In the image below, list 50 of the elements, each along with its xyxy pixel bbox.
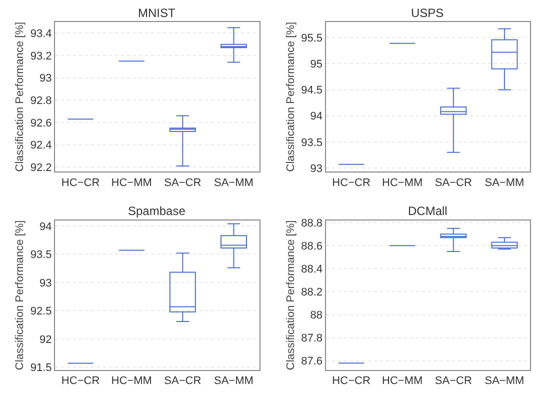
y-tick-label: 95 [310,58,323,71]
chart-title: MNIST [138,6,176,20]
y-axis-title: Classification Performance [%] [284,220,297,370]
y-tick-label: 94 [40,220,52,233]
x-tick-label: HC−CR [332,176,370,189]
y-tick-label: 93 [40,277,52,290]
y-tick-label: 87.8 [301,332,323,345]
y-tick-label: 88.2 [301,286,323,299]
y-tick-label: 93.4 [30,28,52,40]
chart-title: DCMall [408,204,448,218]
x-tick-label: SA−CR [434,375,472,388]
y-tick-label: 92 [40,334,52,346]
y-tick-label: 92.2 [30,162,52,174]
x-tick-label: SA−CR [434,176,472,189]
chart-title: USPS [411,6,444,20]
y-tick-label: 93.5 [301,136,323,149]
y-tick-label: 93.2 [30,50,52,62]
x-tick-label: HC−CR [332,375,370,388]
x-tick-label: SA−CR [164,176,202,189]
y-tick-label: 93 [40,72,52,85]
y-tick-label: 94 [310,110,323,123]
x-tick-label: SA−MM [214,375,254,388]
y-tick-label: 93 [310,162,323,175]
x-tick-label: SA−MM [214,176,254,189]
x-tick-label: SA−CR [164,375,202,388]
y-tick-label: 88.6 [301,240,323,253]
y-tick-label: 92.5 [30,306,52,318]
y-tick-label: 88 [310,310,323,322]
y-tick-label: 92.4 [30,140,52,152]
x-tick-label: HC−MM [382,375,423,388]
y-tick-label: 95.5 [301,32,323,44]
y-axis-title: Classification Performance [%] [14,220,26,370]
y-tick-label: 91.5 [30,362,52,374]
x-tick-label: HC−CR [61,375,100,388]
y-tick-label: 87.6 [301,356,323,368]
y-axis-title: Classification Performance [%] [14,22,26,172]
x-tick-label: SA−MM [484,176,524,189]
y-tick-label: 92.6 [30,117,52,130]
chart-title: Spambase [128,204,186,218]
x-tick-label: HC−MM [382,176,423,189]
y-tick-label: 93.5 [30,249,52,262]
y-tick-label: 88.4 [301,264,323,276]
y-axis-title: Classification Performance [%] [284,22,297,172]
y-tick-label: 88.8 [301,218,323,230]
x-tick-label: HC−MM [111,375,152,388]
y-tick-label: 94.5 [301,84,323,97]
y-tick-label: 92.8 [30,95,52,108]
x-tick-label: HC−MM [111,176,152,189]
x-tick-label: SA−MM [484,375,524,388]
x-tick-label: HC−CR [61,176,100,189]
